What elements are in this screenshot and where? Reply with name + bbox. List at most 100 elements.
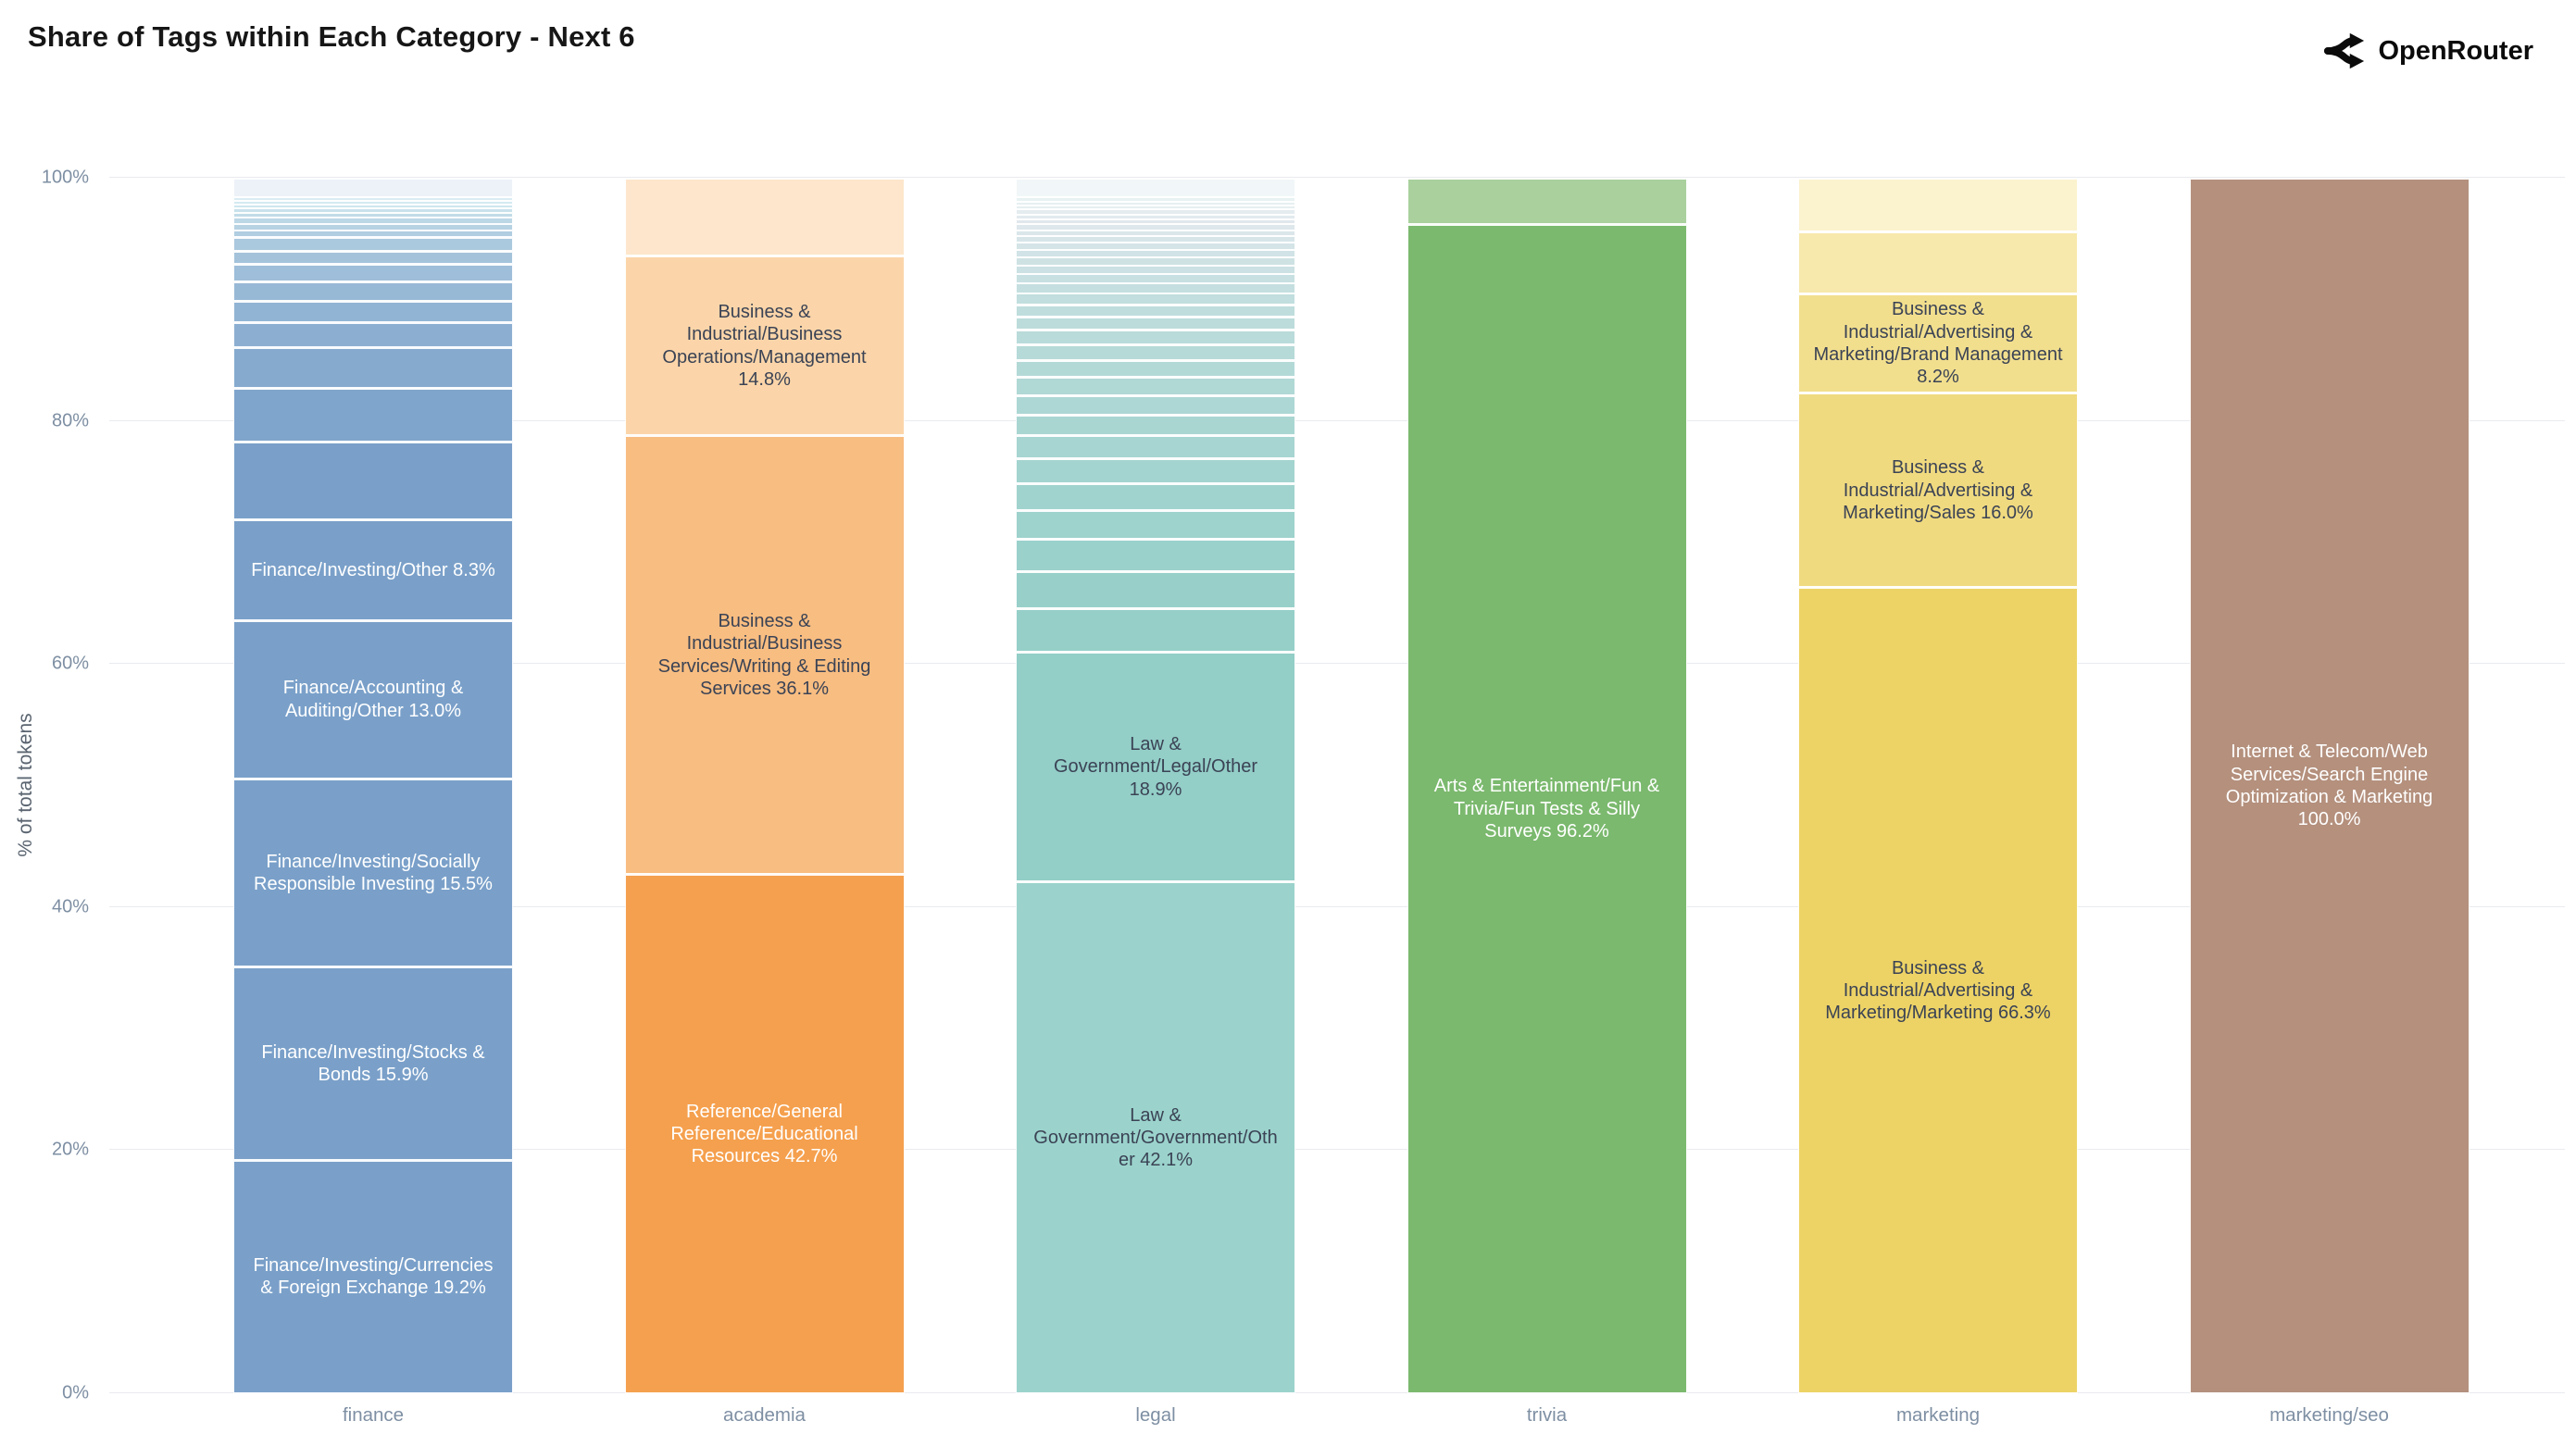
- bar-segment[interactable]: [1016, 256, 1295, 266]
- bar-segment[interactable]: [1016, 283, 1295, 293]
- segment-label: Law & Government/Legal/Other 18.9%: [1053, 734, 1258, 800]
- x-tick-label: marketing/seo: [2270, 1404, 2389, 1426]
- bar-segment[interactable]: [1016, 273, 1295, 284]
- bar-marketing[interactable]: Business & Industrial/Advertising & Mark…: [1798, 178, 2078, 1393]
- segment-label: Finance/Accounting & Auditing/Other 13.0…: [282, 678, 464, 721]
- bar-segment[interactable]: [233, 250, 513, 265]
- bar-segment[interactable]: Finance/Accounting & Auditing/Other 13.0…: [233, 619, 513, 779]
- gridline: [109, 177, 2565, 178]
- bar-segment[interactable]: [233, 280, 513, 301]
- bar-segment[interactable]: [233, 201, 513, 205]
- segment-label: Business & Industrial/Business Services/…: [657, 611, 871, 700]
- bar-segment[interactable]: [1016, 415, 1295, 436]
- bar-segment[interactable]: [1016, 360, 1295, 378]
- x-tick-label: academia: [723, 1404, 806, 1426]
- bar-segment[interactable]: [1016, 209, 1295, 215]
- bar-segment[interactable]: [1016, 344, 1295, 361]
- bar-segment[interactable]: [1016, 178, 1295, 198]
- bar-segment[interactable]: [1016, 197, 1295, 203]
- bar-segment[interactable]: [1016, 316, 1295, 330]
- bar-segment[interactable]: [624, 178, 905, 256]
- bar-marketing-seo[interactable]: Internet & Telecom/Web Services/Search E…: [2189, 178, 2470, 1393]
- segment-label: Finance/Investing/Socially Responsible I…: [254, 851, 493, 894]
- bar-segment[interactable]: [1016, 206, 1295, 210]
- y-tick-label: 20%: [51, 1139, 89, 1160]
- bar-segment[interactable]: [233, 218, 513, 224]
- bar-segment[interactable]: [233, 264, 513, 281]
- gridline: [109, 905, 2565, 907]
- bar-segment[interactable]: [1016, 236, 1295, 243]
- bar-segment[interactable]: Arts & Entertainment/Fun & Trivia/Fun Te…: [1407, 223, 1687, 1393]
- gridline: [109, 1392, 2565, 1393]
- bar-legal[interactable]: Law & Government/Government/Other 42.1% L…: [1016, 178, 1295, 1393]
- bar-segment[interactable]: [233, 237, 513, 251]
- bar-finance[interactable]: Finance/Investing/Currencies & Foreign E…: [233, 178, 513, 1393]
- bar-segment[interactable]: [233, 388, 513, 442]
- segment-label: Finance/Investing/Other 8.3%: [251, 559, 495, 580]
- gridline: [109, 663, 2565, 665]
- bar-segment[interactable]: [233, 223, 513, 231]
- bar-segment[interactable]: [233, 322, 513, 347]
- bar-segment[interactable]: [233, 346, 513, 389]
- bar-segment[interactable]: [1016, 395, 1295, 416]
- bar-segment[interactable]: [1016, 330, 1295, 344]
- x-tick-label: trivia: [1526, 1404, 1568, 1426]
- gridline: [109, 1149, 2565, 1151]
- bar-segment[interactable]: [1016, 509, 1295, 539]
- y-tick-label: 80%: [51, 410, 89, 431]
- bar-trivia[interactable]: Arts & Entertainment/Fun & Trivia/Fun Te…: [1407, 178, 1687, 1393]
- bar-segment[interactable]: [233, 197, 513, 202]
- openrouter-logo: OpenRouter: [2323, 30, 2533, 72]
- bar-segment[interactable]: [1798, 178, 2078, 231]
- y-tick-label: 100%: [41, 167, 89, 188]
- bar-segment[interactable]: [1016, 265, 1295, 274]
- page-title: Share of Tags within Each Category - Nex…: [28, 20, 635, 53]
- bar-segment[interactable]: [233, 300, 513, 323]
- bar-segment[interactable]: [1016, 242, 1295, 250]
- bar-segment[interactable]: [1016, 539, 1295, 572]
- bar-segment[interactable]: [1016, 482, 1295, 510]
- bar-segment[interactable]: [1407, 178, 1687, 224]
- bar-segment[interactable]: [1016, 224, 1295, 231]
- bar-segment[interactable]: [1016, 458, 1295, 483]
- x-tick-label: marketing: [1895, 1404, 1980, 1426]
- bar-segment[interactable]: [1016, 304, 1295, 317]
- segment-label: Business & Industrial/Business Operation…: [662, 301, 867, 391]
- bar-segment[interactable]: [1016, 607, 1295, 653]
- bar-segment[interactable]: [1016, 202, 1295, 206]
- bar-segment[interactable]: [1016, 230, 1295, 237]
- bar-segment[interactable]: Business & Industrial/Advertising & Mark…: [1798, 587, 2078, 1393]
- bar-segment[interactable]: Law & Government/Government/Other 42.1%: [1016, 881, 1295, 1393]
- bar-academia[interactable]: Reference/General Reference/Educational …: [624, 178, 905, 1393]
- bar-segment[interactable]: Finance/Investing/Socially Responsible I…: [233, 778, 513, 967]
- segment-label: Business & Industrial/Advertising & Mark…: [1843, 457, 2033, 524]
- bar-segment[interactable]: [1798, 231, 2078, 293]
- bar-segment[interactable]: [1016, 293, 1295, 305]
- bar-segment[interactable]: [233, 204, 513, 208]
- bar-segment[interactable]: Business & Industrial/Advertising & Mark…: [1798, 293, 2078, 393]
- bar-segment[interactable]: Internet & Telecom/Web Services/Search E…: [2189, 178, 2470, 1393]
- segment-label: Business & Industrial/Advertising & Mark…: [1825, 957, 2051, 1024]
- bar-segment[interactable]: Law & Government/Legal/Other 18.9%: [1016, 652, 1295, 882]
- bar-segment[interactable]: Finance/Investing/Currencies & Foreign E…: [233, 1159, 513, 1393]
- bar-segment[interactable]: Business & Industrial/Business Services/…: [624, 435, 905, 875]
- bar-segment[interactable]: Finance/Investing/Stocks & Bonds 15.9%: [233, 966, 513, 1160]
- bar-segment[interactable]: [1016, 571, 1295, 608]
- bar-segment[interactable]: [233, 441, 513, 519]
- segment-label: Arts & Entertainment/Fun & Trivia/Fun Te…: [1433, 776, 1660, 842]
- bar-segment[interactable]: [233, 230, 513, 238]
- bar-segment[interactable]: Finance/Investing/Other 8.3%: [233, 518, 513, 620]
- y-tick-label: 0%: [62, 1382, 89, 1403]
- bar-segment[interactable]: [1016, 435, 1295, 459]
- bar-segment[interactable]: [233, 178, 513, 198]
- bar-segment[interactable]: Business & Industrial/Advertising & Mark…: [1798, 393, 2078, 588]
- bar-segment[interactable]: [1016, 218, 1295, 225]
- bar-segment[interactable]: [1016, 249, 1295, 257]
- bar-segment[interactable]: [233, 213, 513, 218]
- bar-segment[interactable]: [233, 207, 513, 214]
- bar-segment[interactable]: [1016, 214, 1295, 219]
- bar-segment[interactable]: [1016, 377, 1295, 396]
- plot-area: Finance/Investing/Currencies & Foreign E…: [109, 177, 2565, 1426]
- bar-segment[interactable]: Reference/General Reference/Educational …: [624, 874, 905, 1393]
- bar-segment[interactable]: Business & Industrial/Business Operation…: [624, 256, 905, 436]
